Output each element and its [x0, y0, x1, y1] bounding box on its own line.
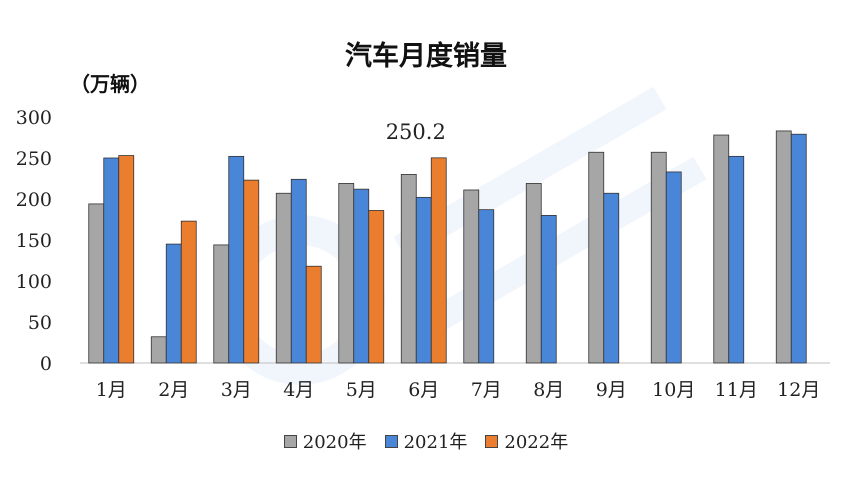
bar-2020年-10月 — [650, 151, 667, 364]
bar-2021年-8月 — [540, 214, 557, 364]
y-tick-label: 200 — [16, 189, 52, 211]
bar-2020年-12月 — [775, 130, 792, 364]
y-tick-label: 0 — [40, 353, 52, 375]
chart-legend: 2020年 2021年 2022年 — [0, 428, 852, 454]
x-tick-label: 12月 — [777, 379, 820, 401]
x-tick-label: 5月 — [346, 379, 377, 401]
bar-2022年-5月 — [368, 210, 385, 364]
bar-2021年-4月 — [290, 178, 307, 364]
legend-label: 2020年 — [302, 432, 367, 453]
legend-swatch — [283, 434, 297, 448]
bar-2022年-1月 — [118, 155, 135, 364]
legend-item: 2021年 — [384, 428, 468, 454]
bar-2020年-8月 — [525, 183, 542, 364]
bar-2022年-6月 — [430, 157, 447, 364]
legend-item: 2020年 — [283, 428, 367, 454]
legend-label: 2021年 — [403, 432, 468, 453]
bar-2021年-6月 — [415, 196, 432, 364]
x-tick-label: 4月 — [283, 379, 314, 401]
bar-2022年-3月 — [243, 179, 260, 364]
chart-title: 汽车月度销量 — [345, 41, 507, 72]
bar-2020年-1月 — [88, 203, 105, 364]
bar-2020年-5月 — [338, 183, 355, 364]
x-tick-label: 6月 — [408, 379, 439, 401]
legend-label: 2022年 — [504, 432, 569, 453]
x-tick-label: 9月 — [596, 379, 627, 401]
bar-2022年-2月 — [180, 220, 197, 364]
bar-2020年-7月 — [463, 189, 480, 364]
bar-2021年-2月 — [165, 243, 182, 364]
bar-2020年-6月 — [400, 173, 417, 364]
annotation-label: 250.2 — [386, 120, 446, 144]
x-tick-label: 2月 — [158, 379, 189, 401]
legend-swatch — [384, 434, 398, 448]
bar-2020年-9月 — [588, 151, 605, 364]
bar-2020年-2月 — [150, 336, 167, 364]
y-unit-label: （万辆） — [70, 72, 150, 96]
bar-2020年-11月 — [713, 134, 730, 364]
x-tick-label: 10月 — [652, 379, 695, 401]
x-tick-label: 1月 — [96, 379, 127, 401]
bar-2020年-3月 — [213, 244, 230, 364]
y-tick-label: 300 — [16, 107, 52, 129]
legend-swatch — [485, 434, 499, 448]
x-tick-label: 11月 — [715, 379, 758, 401]
x-tick-label: 8月 — [533, 379, 564, 401]
bar-2021年-5月 — [353, 188, 370, 364]
x-tick-label: 7月 — [471, 379, 502, 401]
bar-2021年-11月 — [728, 155, 745, 364]
y-tick-label: 100 — [16, 271, 52, 293]
bar-2022年-4月 — [305, 265, 322, 364]
bar-2021年-12月 — [790, 133, 807, 364]
y-tick-label: 150 — [16, 230, 52, 252]
y-tick-label: 50 — [28, 312, 52, 334]
bar-2021年-3月 — [228, 155, 245, 364]
x-tick-label: 3月 — [221, 379, 252, 401]
bar-2021年-1月 — [103, 157, 120, 364]
y-tick-label: 250 — [16, 148, 52, 170]
bar-2021年-7月 — [478, 209, 495, 364]
bar-2020年-4月 — [275, 192, 292, 364]
legend-item: 2022年 — [485, 428, 568, 454]
bar-2021年-9月 — [603, 192, 620, 364]
bar-2021年-10月 — [665, 171, 682, 364]
